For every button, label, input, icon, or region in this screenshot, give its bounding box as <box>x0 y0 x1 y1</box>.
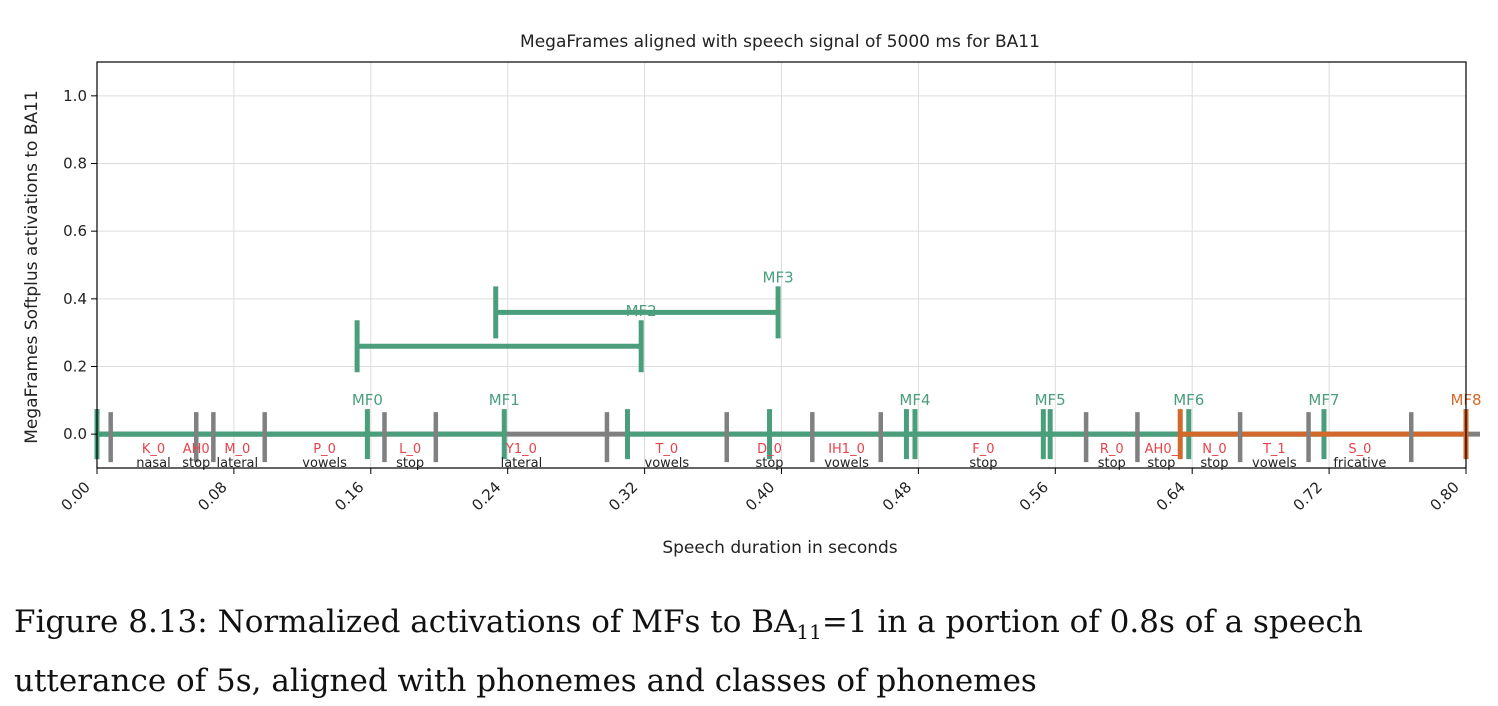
x-tick-label: 0.80 <box>1426 478 1462 514</box>
phoneme-class-label: vowels <box>302 456 347 471</box>
phoneme-label: D_0 <box>757 442 782 457</box>
phoneme-label: L_0 <box>399 442 421 457</box>
phoneme-class-label: vowels <box>824 456 869 471</box>
x-tick-label: 0.64 <box>1153 478 1189 514</box>
megaframe-label: MF5 <box>1035 391 1066 409</box>
y-axis-title: MegaFrames Softplus activations to BA11 <box>22 90 42 444</box>
x-tick-label: 0.24 <box>468 478 504 514</box>
phoneme-label: R_0 <box>1100 442 1124 457</box>
phoneme-label: F_0 <box>972 442 994 457</box>
x-tick-label: 0.56 <box>1016 478 1052 514</box>
phoneme-label: M_0 <box>224 442 250 457</box>
x-tick-label: 0.16 <box>331 478 367 514</box>
phoneme-class-label: lateral <box>501 456 543 471</box>
phoneme-class-label: stop <box>969 456 997 471</box>
phoneme-class-label: stop <box>1098 456 1126 471</box>
phoneme-label: AH0_ <box>1145 442 1179 457</box>
phoneme-class-label: stop <box>182 456 210 471</box>
phoneme-class-label: vowels <box>645 456 690 471</box>
phoneme-class-label: nasal <box>136 456 171 471</box>
phoneme-label: S_0 <box>1348 442 1371 457</box>
x-tick-label: 0.00 <box>57 478 93 514</box>
y-tick-label: 0.8 <box>63 155 87 173</box>
phoneme-label: T_1 <box>1262 442 1286 457</box>
x-tick-label: 0.32 <box>605 478 641 514</box>
megaframe-label: MF0 <box>352 391 383 409</box>
phoneme-label: P_0 <box>313 442 336 457</box>
x-tick-label: 0.40 <box>742 478 778 514</box>
megaframe-label: MF2 <box>626 302 657 320</box>
phoneme-class-label: fricative <box>1333 456 1386 471</box>
phoneme-class-label: vowels <box>1252 456 1297 471</box>
phoneme-label: AH0 <box>183 442 210 457</box>
phoneme-class-label: lateral <box>217 456 259 471</box>
phoneme-label: IH1_0 <box>828 442 865 457</box>
phoneme-label: Y1_0 <box>505 442 537 457</box>
megaframe-label: MF3 <box>763 268 794 286</box>
phoneme-label: K_0 <box>142 442 165 457</box>
caption-prefix: Figure 8.13: Normalized activations of M… <box>14 604 797 640</box>
chart-title: MegaFrames aligned with speech signal of… <box>520 32 1040 52</box>
y-tick-label: 0.2 <box>63 358 87 376</box>
y-tick-label: 0.6 <box>63 222 87 240</box>
x-tick-label: 0.72 <box>1290 478 1326 514</box>
y-tick-label: 0.4 <box>63 290 87 308</box>
x-axis-title: Speech duration in seconds <box>662 538 897 558</box>
y-tick-label: 0.0 <box>63 425 87 443</box>
phoneme-label: N_0 <box>1202 442 1227 457</box>
megaframe-series <box>94 286 1480 460</box>
figure-caption: Figure 8.13: Normalized activations of M… <box>14 598 1489 706</box>
y-tick-label: 1.0 <box>63 87 87 105</box>
grid <box>96 62 1467 468</box>
phoneme-class-label: stop <box>1200 456 1228 471</box>
megaframe-label: MF6 <box>1173 391 1204 409</box>
megaframe-label: MF4 <box>899 391 930 409</box>
megaframe-label: MF7 <box>1308 391 1339 409</box>
megaframe-label: MF1 <box>489 391 520 409</box>
phoneme-class-label: stop <box>755 456 783 471</box>
phoneme-class-label: stop <box>396 456 424 471</box>
x-tick-label: 0.08 <box>194 478 230 514</box>
caption-suffix: =1 in a portion of 0.8s of a speech utte… <box>14 604 1363 700</box>
x-tick-label: 0.48 <box>879 478 915 514</box>
caption-subscript: 11 <box>796 620 822 645</box>
phoneme-boundaries <box>108 412 1414 463</box>
phoneme-label: T_0 <box>654 442 678 457</box>
phoneme-class-label: stop <box>1147 456 1175 471</box>
